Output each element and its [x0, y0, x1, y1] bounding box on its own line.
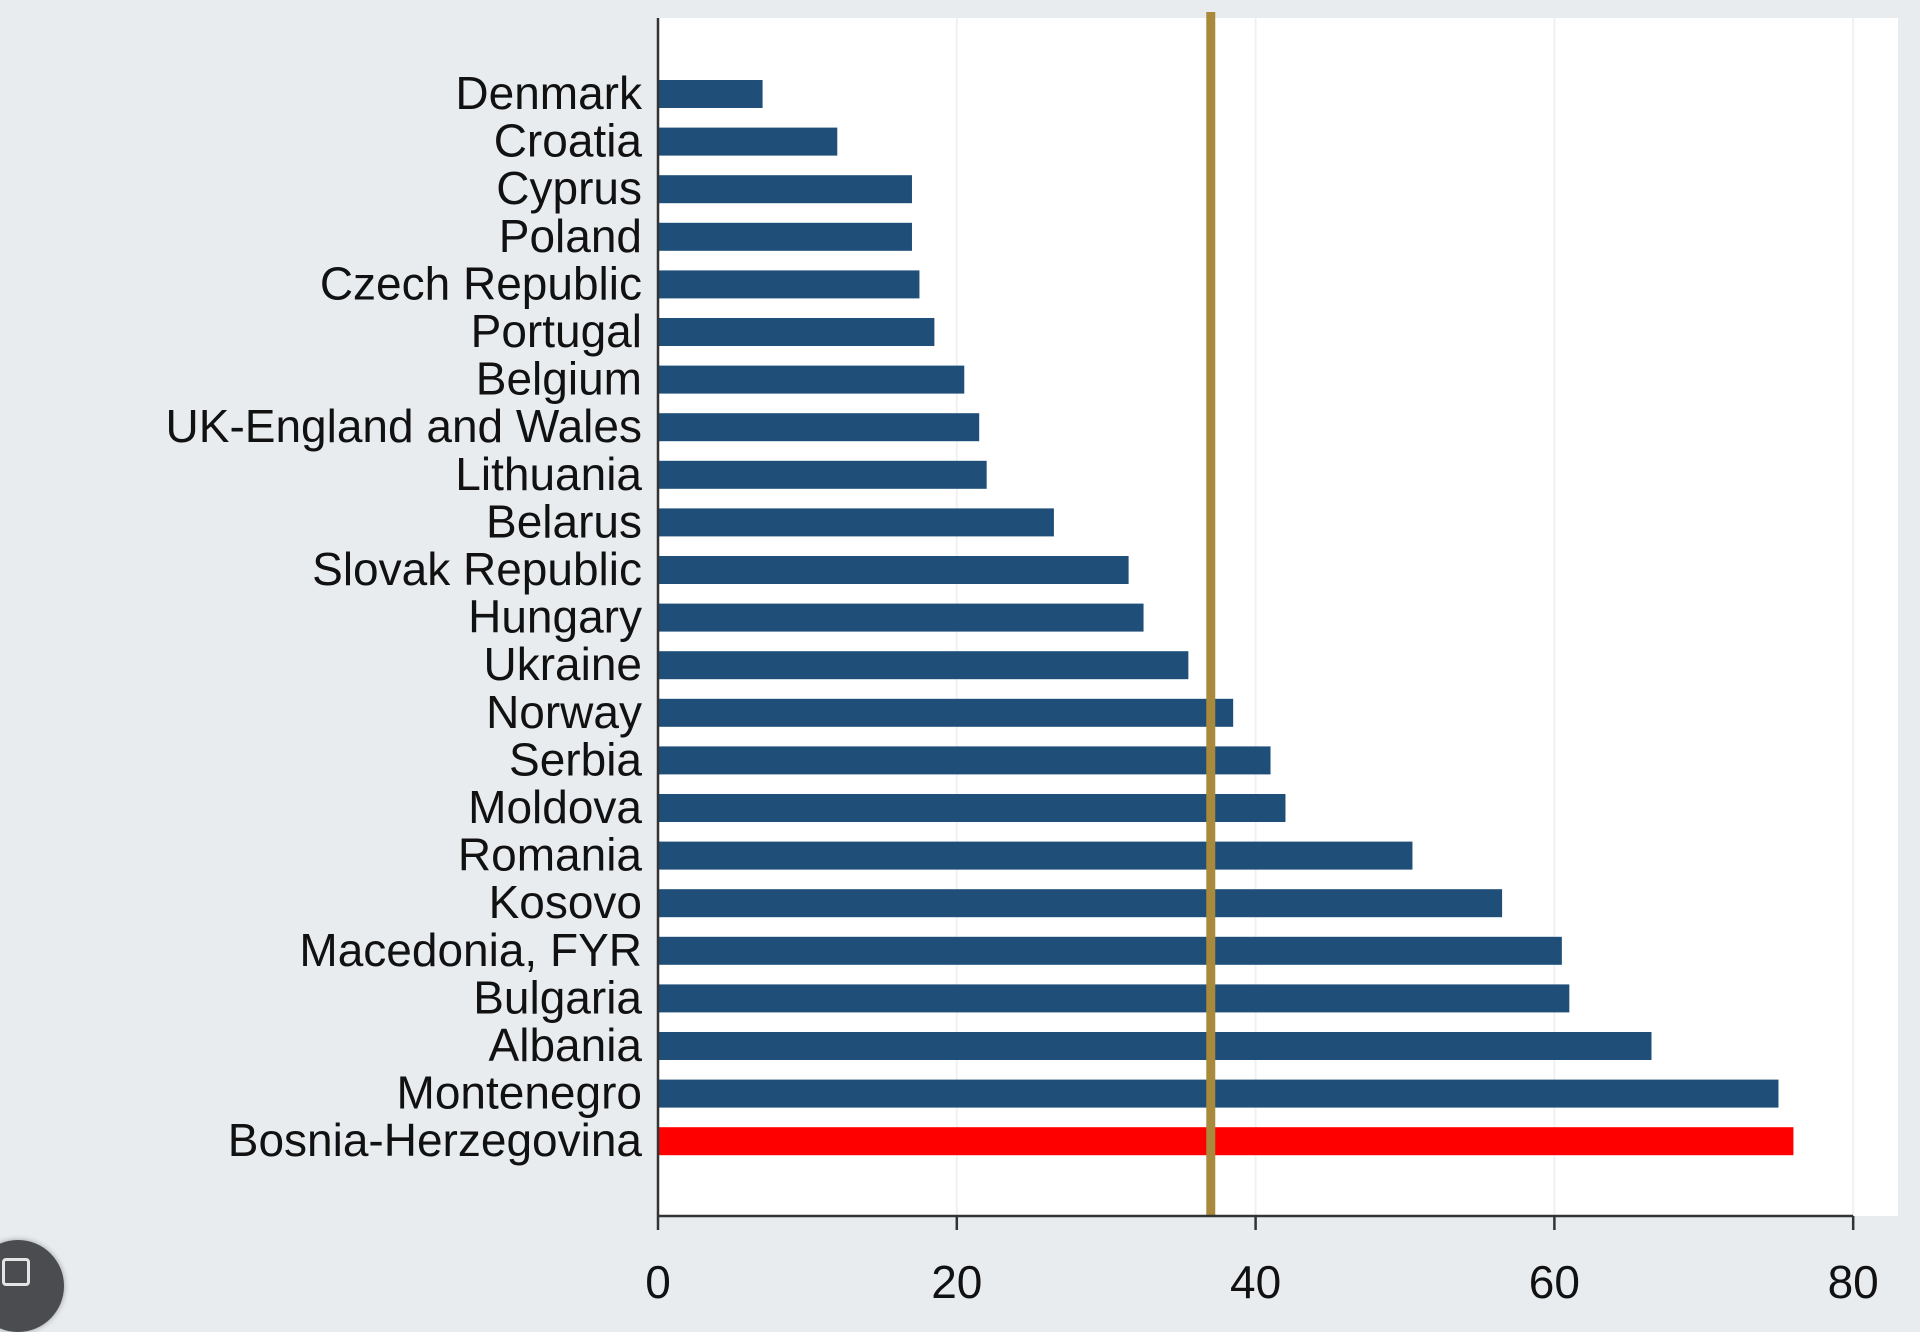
axes [656, 18, 1855, 1230]
y-tick-label: Czech Republic [320, 257, 642, 309]
bars [658, 80, 1794, 1156]
bar [658, 413, 980, 442]
bar [658, 794, 1286, 822]
gridlines [955, 18, 1855, 1216]
y-tick-label: Bulgaria [473, 971, 642, 1023]
bar [658, 651, 1189, 680]
y-tick-label: Croatia [494, 115, 643, 167]
bar [658, 222, 912, 251]
y-tick-label: Macedonia, FYR [299, 924, 642, 976]
bar [658, 318, 935, 346]
y-tick-label: Denmark [455, 67, 643, 119]
x-tick-label: 80 [1828, 1256, 1879, 1308]
bar [658, 698, 1234, 727]
x-tick-labels: 0 20 40 60 80 [645, 1256, 1879, 1308]
bar-highlight [658, 1127, 1794, 1156]
x-tick-label: 40 [1230, 1256, 1281, 1308]
y-tick-label: Serbia [509, 733, 642, 785]
y-tick-label: Slovak Republic [312, 543, 642, 595]
bar [658, 746, 1271, 775]
y-tick-label: Moldova [468, 781, 642, 833]
bar [658, 841, 1413, 870]
y-tick-label: Poland [499, 210, 642, 262]
y-tick-label: Hungary [468, 591, 642, 643]
bar [658, 1032, 1652, 1060]
bar [658, 936, 1562, 965]
y-tick-label: Montenegro [397, 1067, 643, 1119]
bar [658, 984, 1570, 1013]
x-tick-label: 60 [1529, 1256, 1580, 1308]
bar [658, 508, 1054, 537]
y-tick-label: Bosnia-Herzegovina [228, 1114, 643, 1166]
bar [658, 175, 912, 204]
y-tick-label: Kosovo [489, 876, 642, 928]
y-tick-label: Cyprus [496, 162, 642, 214]
y-tick-label: Portugal [471, 305, 642, 357]
bar [658, 460, 987, 489]
bar [658, 270, 920, 299]
y-tick-label: Ukraine [483, 638, 642, 690]
x-tick-label: 0 [645, 1256, 671, 1308]
bar [658, 889, 1503, 918]
bar [658, 556, 1129, 584]
y-tick-label: UK-England and Wales [166, 400, 642, 452]
y-tick-label: Albania [489, 1019, 643, 1071]
bar [658, 365, 965, 394]
y-tick-label: Lithuania [455, 448, 642, 500]
y-tick-label: Romania [458, 829, 643, 881]
y-tick-label: Norway [486, 686, 642, 738]
y-tick-label: Belgium [476, 353, 642, 405]
x-tick-label: 20 [931, 1256, 982, 1308]
y-tick-label: Belarus [486, 495, 642, 547]
copy-icon-glyph [2, 1258, 30, 1286]
bar [658, 127, 838, 156]
bar [658, 603, 1144, 632]
bar [658, 1079, 1779, 1108]
bar [658, 80, 763, 108]
